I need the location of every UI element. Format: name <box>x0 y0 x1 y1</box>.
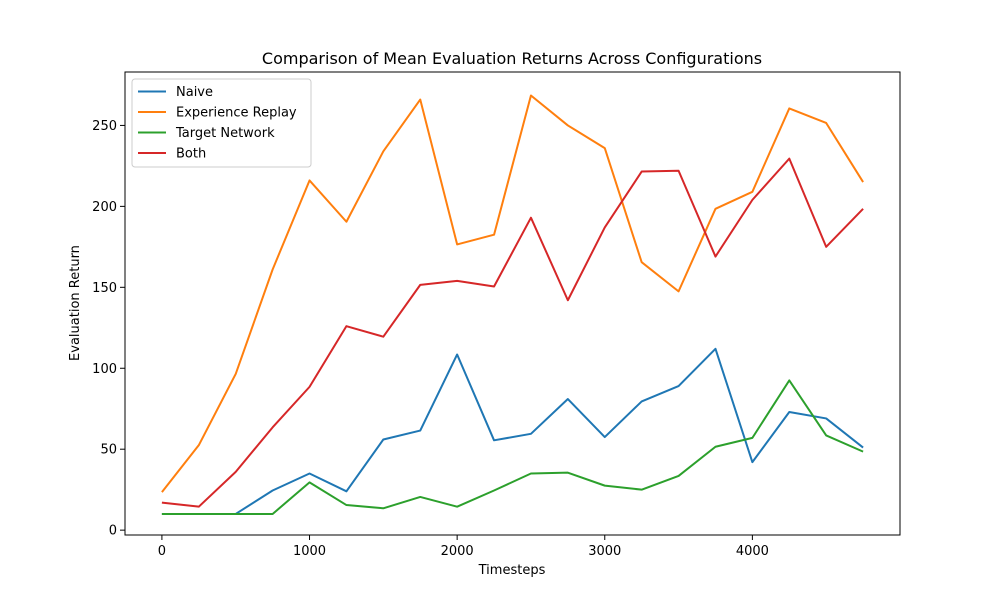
x-tick-label: 4000 <box>736 544 769 559</box>
y-tick-label: 100 <box>92 362 117 377</box>
legend-label-naive: Naive <box>176 85 213 100</box>
plot-frame <box>124 71 901 536</box>
series-line-both <box>161 157 864 508</box>
series-line-target-network <box>161 379 864 515</box>
y-axis-label: Evaluation Return <box>68 245 83 361</box>
legend-box <box>131 78 312 168</box>
x-tick-label: 2000 <box>441 544 474 559</box>
legend-label-both: Both <box>176 147 206 162</box>
y-tick-label: 0 <box>109 524 117 539</box>
series-line-naive <box>161 347 864 515</box>
y-tick-label: 250 <box>92 119 117 134</box>
x-tick-label: 1000 <box>293 544 326 559</box>
legend-label-target-network: Target Network <box>175 126 275 141</box>
y-axis: 0 50 100 150 200 250 <box>92 119 125 539</box>
legend-label-experience-replay: Experience Replay <box>176 106 297 121</box>
series-lines <box>161 94 864 515</box>
x-tick-label: 0 <box>158 544 166 559</box>
x-tick-label: 3000 <box>588 544 621 559</box>
x-axis-label: Timesteps <box>478 563 546 578</box>
chart-title: Comparison of Mean Evaluation Returns Ac… <box>262 49 762 68</box>
series-line-experience-replay <box>161 94 864 493</box>
legend: Naive Experience Replay Target Network Both <box>131 78 312 168</box>
y-tick-label: 150 <box>92 281 117 296</box>
x-axis: 0 1000 2000 3000 4000 <box>158 535 769 559</box>
y-tick-label: 200 <box>92 200 117 215</box>
y-tick-label: 50 <box>100 443 117 458</box>
